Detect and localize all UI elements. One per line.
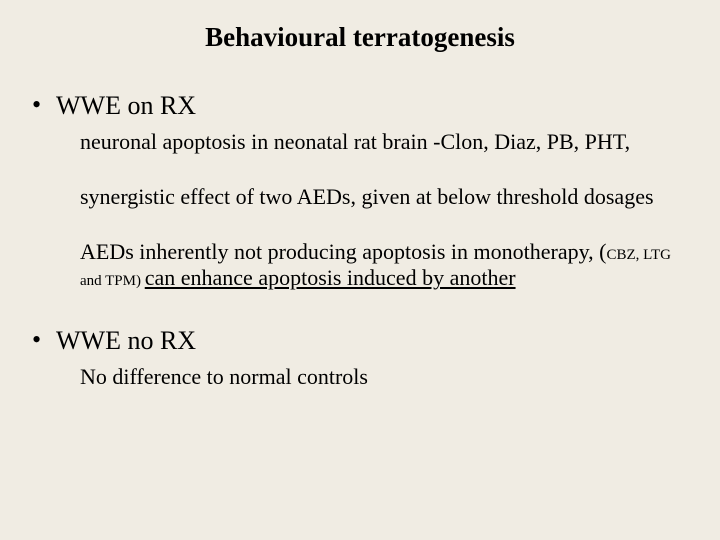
bullet-dot-icon: •	[28, 326, 56, 355]
sub-text: No difference to normal controls	[80, 364, 672, 391]
bullet-item: • WWE no RX	[28, 326, 692, 356]
sub-text-part: AEDs inherently not producing apoptosis …	[80, 239, 607, 264]
bullet-dot-icon: •	[28, 91, 56, 120]
sub-text: neuronal apoptosis in neonatal rat brain…	[80, 129, 672, 156]
bullet-item: • WWE on RX	[28, 91, 692, 121]
bullet-label: WWE no RX	[56, 326, 196, 356]
slide-title: Behavioural terratogenesis	[28, 22, 692, 53]
slide: Behavioural terratogenesis • WWE on RX n…	[0, 0, 720, 540]
sub-text: synergistic effect of two AEDs, given at…	[80, 184, 672, 211]
sub-text-underline: can enhance apoptosis induced by another	[145, 265, 516, 290]
sub-text: AEDs inherently not producing apoptosis …	[80, 239, 672, 293]
bullet-label: WWE on RX	[56, 91, 196, 121]
